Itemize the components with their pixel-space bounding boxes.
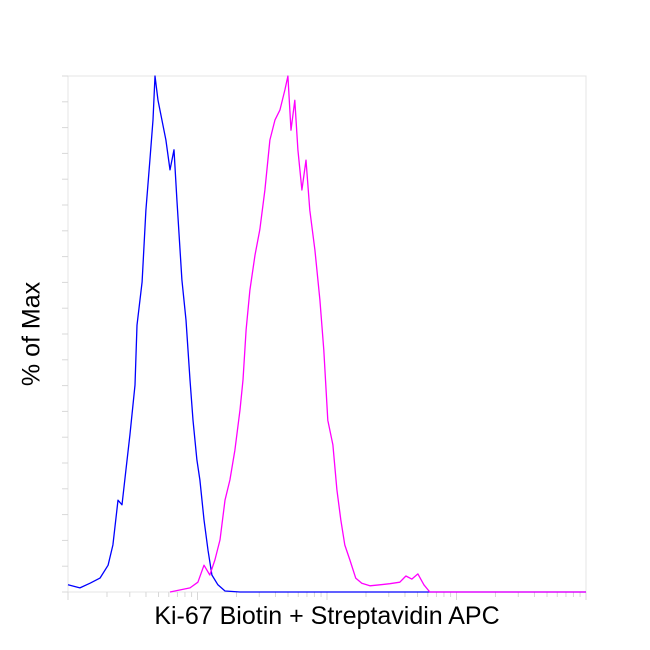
x-axis-label: Ki-67 Biotin + Streptavidin APC xyxy=(154,602,500,630)
y-axis-label: % of Max xyxy=(17,281,46,387)
plot-frame xyxy=(67,75,587,593)
series-line-1 xyxy=(67,75,586,593)
series-line-2 xyxy=(169,75,586,593)
